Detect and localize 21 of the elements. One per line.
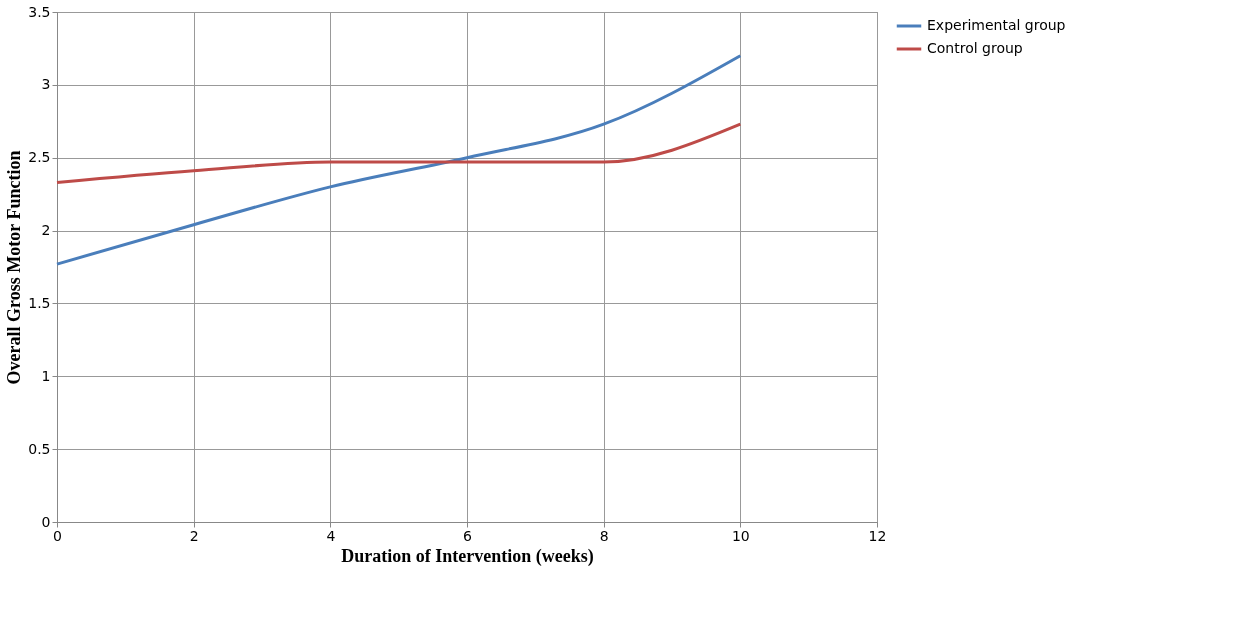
x-tick-label: 10	[731, 527, 750, 544]
y-tick-label: 2	[41, 222, 51, 239]
y-tick-label: 0.5	[28, 440, 51, 457]
x-axis-title: Duration of Intervention (weeks)	[341, 545, 594, 567]
y-axis-title: Overall Gross Motor Function	[4, 150, 25, 385]
x-tick-label: 2	[189, 527, 199, 544]
y-tick-label: 3	[41, 76, 51, 93]
y-tick-label: 1	[41, 367, 51, 384]
x-tick-label: 0	[53, 527, 62, 544]
x-tick-label: 4	[326, 527, 336, 544]
legend-label: Experimental group	[927, 17, 1066, 33]
y-tick-label: 0	[41, 513, 51, 530]
y-tick-label: 3.5	[28, 3, 51, 20]
line-series	[55, 122, 742, 184]
x-tick-label: 8	[599, 527, 609, 544]
y-tick-label: 2.5	[28, 149, 51, 166]
y-tick-label: 1.5	[28, 294, 51, 311]
line-series	[55, 54, 742, 266]
legend-label: Control group	[927, 40, 1023, 56]
x-tick-label: 6	[463, 527, 473, 544]
x-tick-label: 12	[868, 527, 887, 544]
